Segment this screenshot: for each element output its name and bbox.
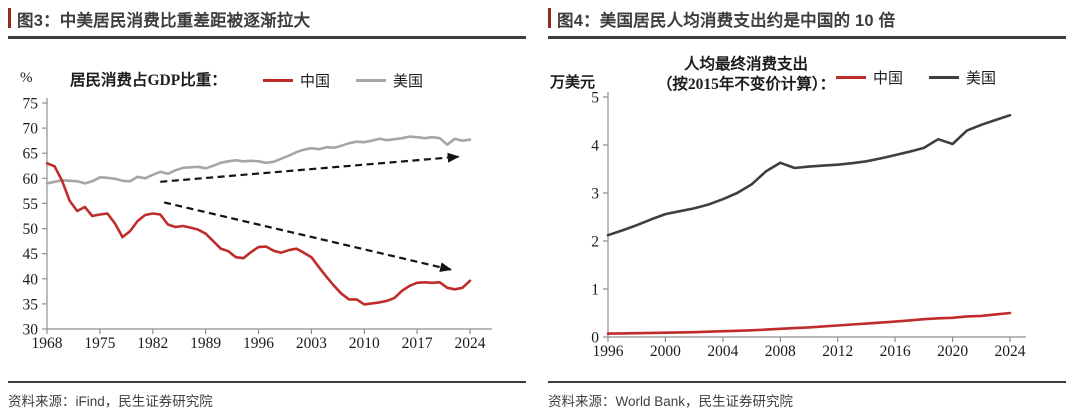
- chart3-subtitle: 居民消费占GDP比重：: [70, 72, 227, 89]
- svg-text:2016: 2016: [880, 343, 911, 360]
- figure4-source: 资料来源：World Bank，民生证券研究院: [548, 394, 794, 409]
- figure4-title-block: 图4：美国居民人均消费支出约是中国的 10 倍: [548, 7, 1066, 39]
- svg-text:1968: 1968: [32, 335, 63, 352]
- source-divider: [8, 381, 526, 383]
- legend-item-us: 美国: [929, 67, 996, 88]
- figure4-title: 图4：美国居民人均消费支出约是中国的 10 倍: [557, 12, 896, 30]
- svg-text:2008: 2008: [765, 343, 796, 360]
- svg-text:4: 4: [591, 138, 599, 155]
- figure3-panel: 图3：中美居民消费比重差距被逐渐拉大 % 居民消费占GDP比重： 中国 美国 3…: [8, 7, 526, 409]
- svg-text:30: 30: [23, 322, 39, 339]
- svg-text:0: 0: [591, 330, 599, 347]
- source-divider: [548, 381, 1066, 383]
- svg-text:40: 40: [23, 271, 39, 288]
- figure3-source: 资料来源：iFind，民生证券研究院: [8, 394, 213, 409]
- svg-text:1989: 1989: [190, 335, 221, 352]
- figure3-title: 图3：中美居民消费比重差距被逐渐拉大: [17, 12, 311, 30]
- svg-text:1996: 1996: [593, 343, 624, 360]
- svg-text:55: 55: [23, 196, 39, 213]
- figure4-line-chart: 0 1 2 3 4 5 1996 2000 2004 2008 2012 2016 2020 2024: [591, 90, 1026, 360]
- china-line-swatch: [263, 79, 293, 82]
- legend-label-us: 美国: [966, 71, 997, 87]
- svg-text:2004: 2004: [707, 343, 738, 360]
- figure3-title-block: 图3：中美居民消费比重差距被逐渐拉大: [8, 7, 526, 39]
- svg-text:35: 35: [23, 296, 39, 313]
- svg-text:2012: 2012: [822, 343, 853, 360]
- svg-text:50: 50: [23, 221, 39, 238]
- svg-text:65: 65: [23, 146, 39, 163]
- chart3-legend: 中国 美国: [263, 70, 423, 91]
- svg-text:2024: 2024: [455, 335, 486, 352]
- svg-text:1982: 1982: [137, 335, 168, 352]
- svg-text:2020: 2020: [937, 343, 968, 360]
- us-line-swatch: [356, 79, 387, 82]
- svg-text:5: 5: [591, 90, 599, 107]
- figure4-panel: 图4：美国居民人均消费支出约是中国的 10 倍 万美元 人均最终消费支出 （按2…: [540, 0, 1080, 415]
- legend-label-china: 中国: [300, 74, 331, 90]
- figure3-line-chart: 30 35 40 45 50 55 60 65 70 75 1968 1975 1982 1989 1996…: [23, 96, 492, 352]
- legend-item-china: 中国: [836, 67, 903, 88]
- svg-text:2000: 2000: [650, 343, 681, 360]
- svg-text:2010: 2010: [349, 335, 380, 352]
- legend-label-china: 中国: [873, 71, 904, 87]
- chart4-subtitle: 人均最终消费支出 （按2015年不变价计算）：: [618, 55, 874, 95]
- chart4-subtitle-line2: （按2015年不变价计算）：: [656, 76, 836, 93]
- title-accent-bar: [548, 8, 551, 28]
- y-axis-unit-label: %: [20, 70, 33, 86]
- china-line-swatch: [836, 76, 866, 79]
- svg-text:2003: 2003: [296, 335, 327, 352]
- svg-text:2017: 2017: [402, 335, 433, 352]
- title-accent-bar: [8, 8, 11, 28]
- y-axis-unit-label: 万美元: [550, 75, 596, 91]
- svg-text:2024: 2024: [995, 343, 1026, 360]
- chart4-legend: 中国 美国: [836, 67, 996, 88]
- svg-text:1: 1: [591, 282, 599, 299]
- svg-text:70: 70: [23, 121, 39, 138]
- svg-text:3: 3: [591, 186, 599, 203]
- svg-text:2: 2: [591, 234, 599, 251]
- chart4-subtitle-line1: 人均最终消费支出: [683, 56, 808, 73]
- legend-item-china: 中国: [263, 70, 330, 91]
- svg-text:1996: 1996: [243, 335, 274, 352]
- svg-text:75: 75: [23, 96, 39, 113]
- svg-text:45: 45: [23, 246, 39, 263]
- legend-item-us: 美国: [356, 70, 423, 91]
- us-line-swatch: [929, 76, 960, 79]
- svg-text:1975: 1975: [84, 335, 115, 352]
- svg-text:60: 60: [23, 171, 39, 188]
- legend-label-us: 美国: [393, 74, 424, 90]
